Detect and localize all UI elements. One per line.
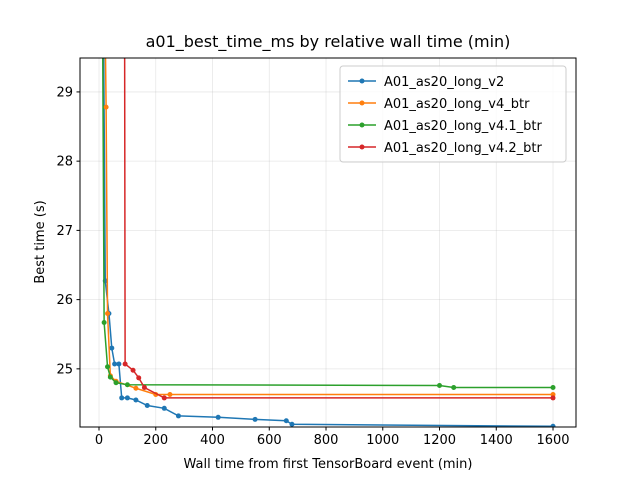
- y-axis-label: Best time (s): [33, 200, 48, 283]
- data-point: [109, 345, 115, 351]
- legend-box: [339, 65, 567, 163]
- x-tick-label: 1200: [423, 433, 456, 448]
- data-point: [124, 382, 130, 388]
- data-point: [103, 104, 109, 110]
- y-tick-label: 27: [56, 224, 73, 239]
- data-point: [119, 395, 125, 401]
- data-point: [550, 391, 556, 397]
- data-point: [124, 395, 130, 401]
- x-tick-label: 600: [257, 433, 282, 448]
- data-point: [252, 416, 258, 422]
- legend-label: A01_as20_long_v4.2_btr: [384, 141, 542, 156]
- data-point: [130, 367, 136, 373]
- data-point: [550, 423, 556, 427]
- data-point: [161, 395, 167, 401]
- y-tick-label: 29: [56, 85, 73, 100]
- legend-marker: [359, 78, 365, 84]
- data-point: [167, 391, 173, 397]
- legend: A01_as20_long_v2 A01_as20_long_v4_btr A01_…: [339, 65, 567, 163]
- data-point: [144, 403, 150, 409]
- data-point: [141, 385, 147, 391]
- x-tick-label: 1600: [536, 433, 569, 448]
- y-tick-label: 26: [56, 293, 73, 308]
- data-point: [112, 361, 118, 367]
- y-tick-label: 25: [56, 362, 73, 377]
- x-tick-label: 0: [95, 433, 103, 448]
- legend-label: A01_as20_long_v4.1_btr: [384, 119, 542, 134]
- data-point: [437, 382, 443, 388]
- plot-area: [101, 58, 556, 427]
- x-tick-label: 1400: [480, 433, 513, 448]
- data-point: [283, 418, 289, 424]
- y-tick-label: 28: [56, 155, 73, 170]
- x-tick-label: 800: [314, 433, 339, 448]
- data-point: [105, 310, 111, 316]
- x-tick-label: 400: [200, 433, 225, 448]
- data-point: [161, 405, 167, 411]
- data-point: [122, 361, 128, 367]
- legend-marker: [359, 122, 365, 128]
- data-point: [116, 361, 122, 367]
- axes-frame: [79, 57, 577, 428]
- legend-label: A01_as20_long_v4_btr: [384, 97, 530, 112]
- data-point: [550, 385, 556, 391]
- legend-label: A01_as20_long_v2: [384, 75, 504, 90]
- chart-title: a01_best_time_ms by relative wall time (…: [146, 32, 511, 52]
- data-point: [289, 421, 295, 427]
- ticks: 0 200 400 600 800 1000 1200 1400 1600 25 26 27 28 29: [56, 85, 569, 448]
- data-point: [133, 397, 139, 403]
- data-point: [133, 385, 139, 391]
- data-point: [105, 364, 111, 370]
- data-point: [107, 374, 113, 380]
- x-tick-label: 1000: [366, 433, 399, 448]
- data-point: [113, 380, 119, 386]
- data-point: [175, 413, 181, 419]
- data-point: [451, 385, 457, 391]
- x-tick-label: 200: [143, 433, 168, 448]
- data-point: [215, 414, 221, 420]
- legend-marker: [359, 144, 365, 150]
- legend-marker: [359, 100, 365, 106]
- data-point: [550, 395, 556, 401]
- x-axis-label: Wall time from first TensorBoard event (…: [184, 457, 473, 472]
- data-point: [136, 375, 142, 381]
- data-point: [101, 319, 107, 325]
